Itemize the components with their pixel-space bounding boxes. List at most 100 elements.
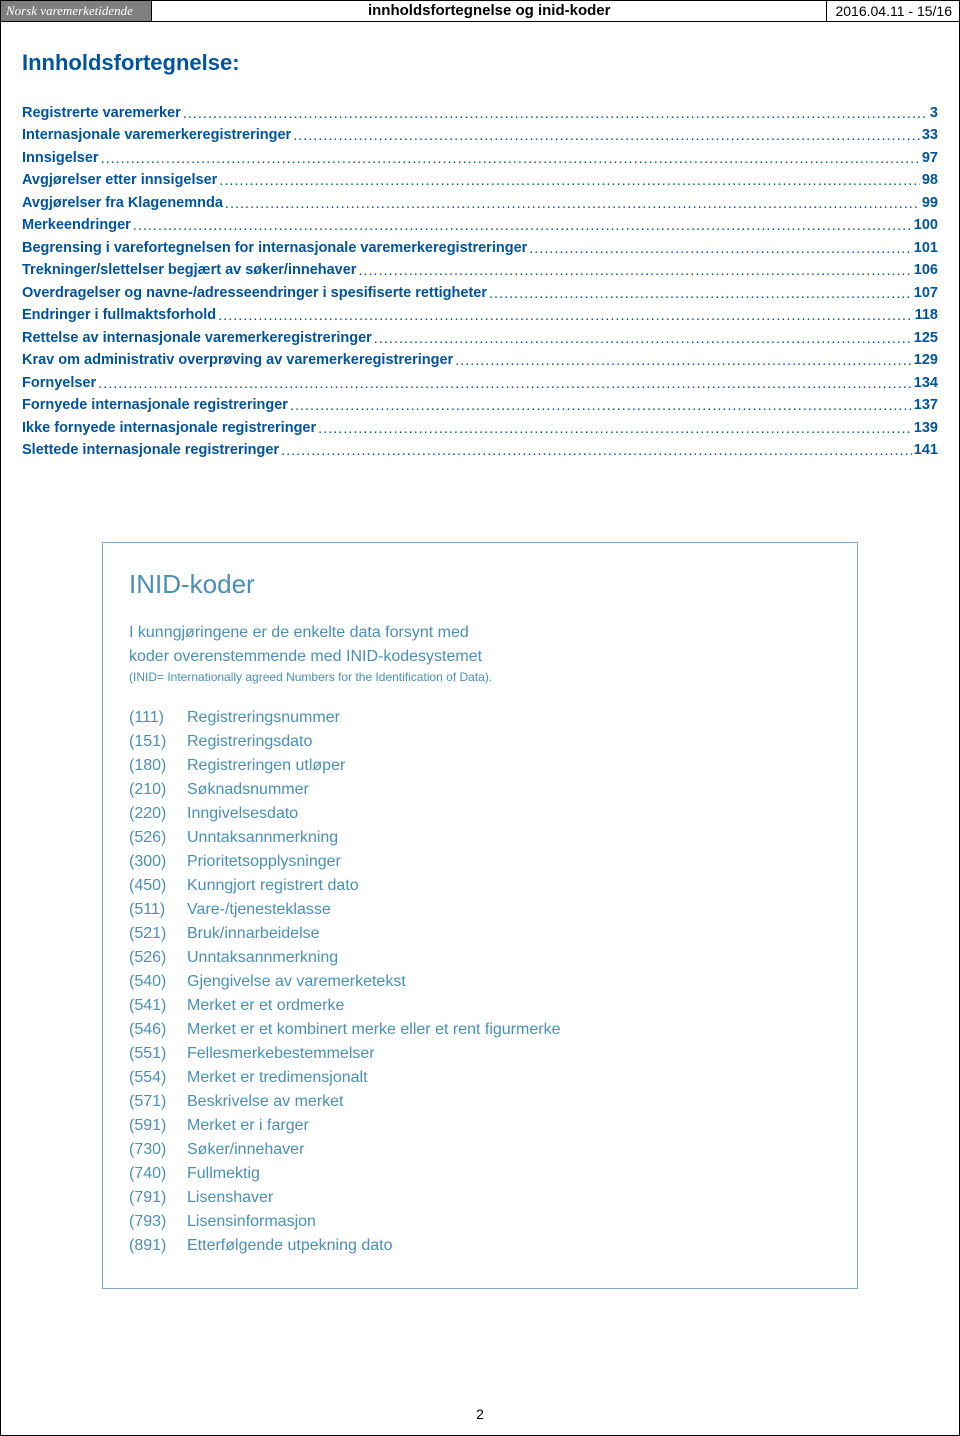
- inid-item: (891)Etterfølgende utpekning dato: [129, 1234, 831, 1258]
- toc-label: Registrerte varemerker: [22, 102, 181, 124]
- inid-item: (730)Søker/innehaver: [129, 1138, 831, 1162]
- inid-item: (111)Registreringsnummer: [129, 706, 831, 730]
- toc-row[interactable]: Overdragelser og navne-/adresseendringer…: [22, 282, 938, 304]
- toc-label: Fornyede internasjonale registreringer: [22, 394, 288, 416]
- toc-label: Rettelse av internasjonale varemerkeregi…: [22, 327, 372, 349]
- inid-label: Fellesmerkebestemmelser: [187, 1042, 375, 1066]
- content-area: Innholdsfortegnelse: Registrerte varemer…: [0, 22, 960, 1289]
- inid-label: Søker/innehaver: [187, 1138, 304, 1162]
- inid-box: INID-koder I kunngjøringene er de enkelt…: [102, 542, 858, 1290]
- inid-label: Registreringsdato: [187, 730, 312, 754]
- inid-code: (793): [129, 1210, 187, 1234]
- toc-label: Trekninger/slettelser begjært av søker/i…: [22, 259, 356, 281]
- header-logo: Norsk varemerketidende: [0, 0, 152, 21]
- toc-row[interactable]: Begrensing i varefortegnelsen for intern…: [22, 237, 938, 259]
- toc-page: 137: [914, 394, 938, 416]
- header-title: innholdsfortegnelse og inid-koder: [152, 2, 827, 19]
- toc-dots: [358, 260, 911, 282]
- inid-code: (551): [129, 1042, 187, 1066]
- inid-code: (546): [129, 1018, 187, 1042]
- inid-label: Merket er i farger: [187, 1114, 309, 1138]
- inid-item: (554)Merket er tredimensjonalt: [129, 1066, 831, 1090]
- toc-label: Innsigelser: [22, 147, 99, 169]
- toc-row[interactable]: Merkeendringer 100: [22, 214, 938, 236]
- inid-item: (546)Merket er et kombinert merke eller …: [129, 1018, 831, 1042]
- inid-item: (793)Lisensinformasjon: [129, 1210, 831, 1234]
- toc-row[interactable]: Rettelse av internasjonale varemerkeregi…: [22, 327, 938, 349]
- toc-dots: [290, 395, 912, 417]
- inid-code: (526): [129, 946, 187, 970]
- toc-page: 106: [914, 259, 938, 281]
- toc-page: 125: [914, 327, 938, 349]
- toc-row[interactable]: Avgjørelser etter innsigelser98: [22, 169, 938, 191]
- inid-code: (450): [129, 874, 187, 898]
- toc-dots: [101, 148, 920, 170]
- inid-item: (740)Fullmektig: [129, 1162, 831, 1186]
- toc-row[interactable]: Fornyede internasjonale registreringer 13…: [22, 394, 938, 416]
- inid-label: Registreringsnummer: [187, 706, 340, 730]
- inid-code: (511): [129, 898, 187, 922]
- toc-dots: [219, 170, 920, 192]
- toc-row[interactable]: Innsigelser97: [22, 147, 938, 169]
- inid-item: (791)Lisenshaver: [129, 1186, 831, 1210]
- toc-row[interactable]: Krav om administrativ overprøving av var…: [22, 349, 938, 371]
- toc-row[interactable]: Ikke fornyede internasjonale registrerin…: [22, 417, 938, 439]
- toc-dots: [218, 305, 912, 327]
- inid-label: Merket er et kombinert merke eller et re…: [187, 1018, 560, 1042]
- toc-dots: [293, 125, 920, 147]
- toc-row[interactable]: Fornyelser 134: [22, 372, 938, 394]
- toc-label: Overdragelser og navne-/adresseendringer…: [22, 282, 487, 304]
- inid-item: (521)Bruk/innarbeidelse: [129, 922, 831, 946]
- inid-item: (591)Merket er i farger: [129, 1114, 831, 1138]
- inid-code: (151): [129, 730, 187, 754]
- toc-page: 134: [914, 372, 938, 394]
- toc-row[interactable]: Avgjørelser fra Klagenemnda99: [22, 192, 938, 214]
- inid-code: (591): [129, 1114, 187, 1138]
- inid-code: (740): [129, 1162, 187, 1186]
- header-date: 2016.04.11 - 15/16: [835, 3, 960, 19]
- toc-row[interactable]: Registrerte varemerker3: [22, 102, 938, 124]
- toc-row[interactable]: Endringer i fullmaktsforhold118: [22, 304, 938, 326]
- inid-label: Bruk/innarbeidelse: [187, 922, 320, 946]
- inid-label: Unntaksannmerkning: [187, 946, 338, 970]
- toc-dots: [98, 373, 912, 395]
- inid-item: (220)Inngivelsesdato: [129, 802, 831, 826]
- toc-label: Avgjørelser etter innsigelser: [22, 169, 217, 191]
- table-of-contents: Registrerte varemerker3Internasjonale va…: [22, 102, 938, 462]
- toc-dots: [489, 283, 912, 305]
- inid-label: Søknadsnummer: [187, 778, 309, 802]
- inid-label: Lisensinformasjon: [187, 1210, 316, 1234]
- inid-item: (210)Søknadsnummer: [129, 778, 831, 802]
- inid-item: (571)Beskrivelse av merket: [129, 1090, 831, 1114]
- toc-page: 107: [914, 282, 938, 304]
- footer-page-number: 2: [0, 1406, 960, 1422]
- toc-dots: [133, 215, 912, 237]
- inid-list: (111)Registreringsnummer(151)Registrerin…: [129, 706, 831, 1258]
- main-heading: Innholdsfortegnelse:: [22, 50, 938, 76]
- toc-dots: [225, 193, 920, 215]
- toc-row[interactable]: Internasjonale varemerkeregistreringer 33: [22, 124, 938, 146]
- toc-label: Internasjonale varemerkeregistreringer: [22, 124, 291, 146]
- inid-item: (151)Registreringsdato: [129, 730, 831, 754]
- inid-label: Etterfølgende utpekning dato: [187, 1234, 392, 1258]
- toc-row[interactable]: Slettede internasjonale registreringer14…: [22, 439, 938, 461]
- toc-label: Fornyelser: [22, 372, 96, 394]
- inid-code: (730): [129, 1138, 187, 1162]
- toc-page: 100: [914, 214, 938, 236]
- inid-code: (111): [129, 706, 187, 730]
- inid-title: INID-koder: [129, 569, 831, 600]
- inid-label: Merket er et ordmerke: [187, 994, 344, 1018]
- inid-code: (210): [129, 778, 187, 802]
- inid-label: Prioritetsopplysninger: [187, 850, 341, 874]
- inid-label: Registreringen utløper: [187, 754, 345, 778]
- header-bar: Norsk varemerketidende innholdsfortegnel…: [0, 0, 960, 22]
- header-separator: [826, 0, 827, 21]
- inid-item: (526) Unntaksannmerkning: [129, 946, 831, 970]
- toc-page: 33: [922, 124, 938, 146]
- toc-row[interactable]: Trekninger/slettelser begjært av søker/i…: [22, 259, 938, 281]
- toc-label: Merkeendringer: [22, 214, 131, 236]
- toc-label: Endringer i fullmaktsforhold: [22, 304, 216, 326]
- inid-item: (541)Merket er et ordmerke: [129, 994, 831, 1018]
- inid-code: (571): [129, 1090, 187, 1114]
- inid-intro-line2: koder overenstemmende med INID-kodesyste…: [129, 646, 831, 668]
